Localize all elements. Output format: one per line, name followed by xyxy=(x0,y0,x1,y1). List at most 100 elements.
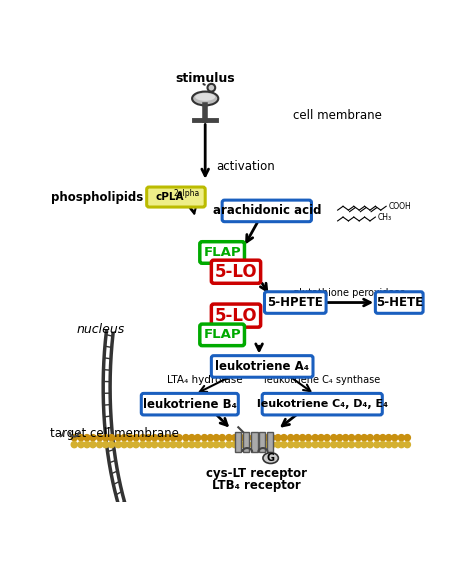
Circle shape xyxy=(374,435,380,440)
Bar xyxy=(251,432,257,452)
Circle shape xyxy=(398,435,404,440)
Circle shape xyxy=(305,442,311,448)
Circle shape xyxy=(431,8,438,14)
Circle shape xyxy=(404,435,410,440)
Circle shape xyxy=(343,442,349,448)
Circle shape xyxy=(90,435,96,440)
Text: target cell membrane: target cell membrane xyxy=(50,427,179,440)
Circle shape xyxy=(348,435,355,440)
Text: 5-LO: 5-LO xyxy=(215,263,257,281)
Circle shape xyxy=(380,442,386,448)
Ellipse shape xyxy=(195,93,215,101)
Circle shape xyxy=(213,442,219,448)
Circle shape xyxy=(189,435,195,440)
Circle shape xyxy=(232,435,238,440)
Ellipse shape xyxy=(192,91,219,105)
Circle shape xyxy=(430,2,436,8)
Circle shape xyxy=(121,435,127,440)
Text: FLAP: FLAP xyxy=(203,246,241,259)
Circle shape xyxy=(158,435,164,440)
Circle shape xyxy=(158,442,164,448)
Circle shape xyxy=(245,435,251,440)
Circle shape xyxy=(423,5,429,11)
Circle shape xyxy=(380,435,386,440)
Circle shape xyxy=(318,435,324,440)
Circle shape xyxy=(392,435,398,440)
FancyBboxPatch shape xyxy=(211,260,261,283)
FancyBboxPatch shape xyxy=(141,394,238,415)
Circle shape xyxy=(386,442,392,448)
FancyBboxPatch shape xyxy=(262,394,383,415)
Circle shape xyxy=(146,435,152,440)
Circle shape xyxy=(262,435,268,440)
Text: activation: activation xyxy=(217,160,275,173)
FancyBboxPatch shape xyxy=(200,242,245,263)
Circle shape xyxy=(84,442,90,448)
Circle shape xyxy=(281,442,287,448)
Text: CH₃: CH₃ xyxy=(378,213,392,222)
Circle shape xyxy=(256,435,263,440)
Circle shape xyxy=(189,442,195,448)
Circle shape xyxy=(337,442,343,448)
Circle shape xyxy=(133,442,139,448)
Circle shape xyxy=(164,442,170,448)
Text: leukotriene A₄: leukotriene A₄ xyxy=(215,360,309,373)
Text: FLAP: FLAP xyxy=(203,328,241,341)
Circle shape xyxy=(84,435,90,440)
Circle shape xyxy=(121,442,127,448)
Text: 5-HPETE: 5-HPETE xyxy=(267,296,323,309)
Circle shape xyxy=(288,442,294,448)
Text: nucleus: nucleus xyxy=(76,323,125,336)
Text: LTA₄ hydrolase: LTA₄ hydrolase xyxy=(167,375,243,385)
Circle shape xyxy=(331,442,337,448)
Bar xyxy=(267,432,273,452)
Circle shape xyxy=(207,442,213,448)
Circle shape xyxy=(176,435,182,440)
FancyBboxPatch shape xyxy=(211,356,313,377)
Ellipse shape xyxy=(263,453,278,464)
Circle shape xyxy=(305,435,311,440)
Circle shape xyxy=(404,442,410,448)
Text: cPLA: cPLA xyxy=(155,192,184,202)
Circle shape xyxy=(262,442,268,448)
Text: leukotriene C₄, D₄, E₄: leukotriene C₄, D₄, E₄ xyxy=(257,399,388,409)
Text: 5-LO: 5-LO xyxy=(215,307,257,325)
Circle shape xyxy=(164,435,170,440)
Circle shape xyxy=(300,442,306,448)
Circle shape xyxy=(183,442,189,448)
Circle shape xyxy=(250,435,256,440)
Circle shape xyxy=(133,435,139,440)
Text: stimulus: stimulus xyxy=(175,72,235,85)
Circle shape xyxy=(374,442,380,448)
Text: glutathione peroxidase: glutathione peroxidase xyxy=(293,288,405,298)
FancyBboxPatch shape xyxy=(375,292,423,314)
Circle shape xyxy=(127,435,133,440)
Circle shape xyxy=(337,435,343,440)
Circle shape xyxy=(207,435,213,440)
Circle shape xyxy=(331,435,337,440)
Circle shape xyxy=(361,435,367,440)
Text: G: G xyxy=(267,453,274,463)
Circle shape xyxy=(78,442,84,448)
FancyBboxPatch shape xyxy=(264,292,326,314)
Circle shape xyxy=(213,435,219,440)
Circle shape xyxy=(78,435,84,440)
Circle shape xyxy=(428,0,435,2)
Text: cell membrane: cell membrane xyxy=(293,109,382,122)
FancyBboxPatch shape xyxy=(146,187,205,207)
Circle shape xyxy=(140,442,146,448)
Text: 2alpha: 2alpha xyxy=(173,189,200,198)
Circle shape xyxy=(71,435,77,440)
Circle shape xyxy=(170,442,176,448)
Text: LTB₄ receptor: LTB₄ receptor xyxy=(212,479,301,492)
Circle shape xyxy=(71,442,77,448)
Text: cys-LT receptor: cys-LT receptor xyxy=(206,467,307,480)
Circle shape xyxy=(146,442,152,448)
FancyBboxPatch shape xyxy=(222,200,311,222)
Circle shape xyxy=(293,442,300,448)
Circle shape xyxy=(275,442,281,448)
Circle shape xyxy=(97,435,103,440)
Circle shape xyxy=(386,435,392,440)
Circle shape xyxy=(392,442,398,448)
Circle shape xyxy=(226,435,232,440)
